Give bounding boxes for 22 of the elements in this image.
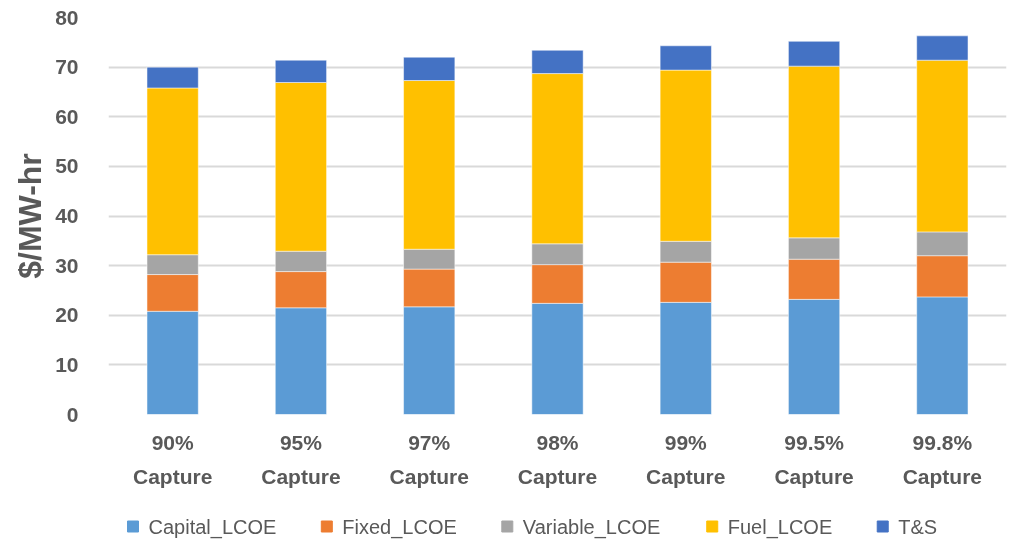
x-tick-label: 90% Capture xyxy=(132,430,213,488)
x-tick-label: 99.8% Capture xyxy=(902,430,983,488)
y-tick-label: 40 xyxy=(55,204,79,227)
legend-label: Capital_LCOE xyxy=(148,515,277,539)
x-tick-label: 97% Capture xyxy=(389,430,469,488)
legend-label: Fixed_LCOE xyxy=(342,515,457,539)
y-tick-label: 70 xyxy=(55,55,79,79)
y-tick-label: 50 xyxy=(55,154,79,178)
y-tick-label: 80 xyxy=(55,5,79,29)
y-tick-label: 10 xyxy=(55,352,79,376)
y-tick-label: 0 xyxy=(66,402,79,426)
legend-label: Fuel_LCOE xyxy=(727,515,833,539)
y-tick-label: 20 xyxy=(55,303,79,327)
x-tick-label: 99% Capture xyxy=(646,430,726,488)
legend-label: Variable_LCOE xyxy=(522,515,661,539)
y-axis-title: $/MW-hr xyxy=(12,153,49,279)
x-tick-label: 98% Capture xyxy=(517,430,598,488)
y-tick-label: 60 xyxy=(55,104,79,128)
legend-label: T&S xyxy=(898,515,938,538)
x-tick-label: 99.5% Capture xyxy=(774,430,854,488)
y-tick-label: 30 xyxy=(55,253,79,277)
x-tick-label: 95% Capture xyxy=(261,430,341,488)
